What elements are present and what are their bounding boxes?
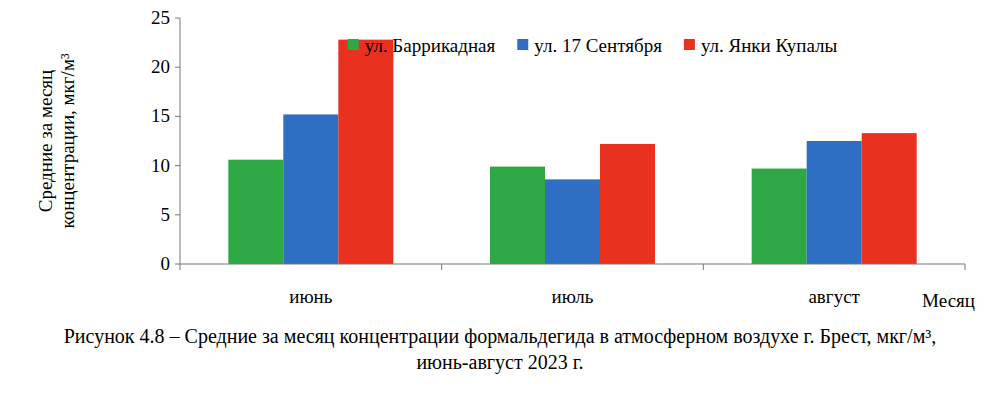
y-tick xyxy=(175,165,180,166)
x-separator xyxy=(965,264,966,270)
y-tick-label: 0 xyxy=(161,253,171,274)
x-separator xyxy=(703,264,704,270)
y-label: Средние за месяцконцентрации, мкг/м³ xyxy=(35,53,78,229)
x-separator xyxy=(180,264,181,270)
y-tick-label: 25 xyxy=(151,7,170,28)
legend-swatch xyxy=(348,39,359,50)
legend-label: ул. Баррикадная xyxy=(365,35,496,56)
x-separator xyxy=(441,264,442,270)
y-tick-label: 15 xyxy=(151,105,170,126)
bar xyxy=(490,167,545,264)
legend-label: ул. 17 Сентября xyxy=(534,35,662,56)
y-tick xyxy=(175,67,180,68)
legend-swatch xyxy=(517,39,528,50)
bar xyxy=(862,133,917,264)
x-tick-label: август xyxy=(808,286,860,307)
bar xyxy=(228,160,283,264)
y-tick xyxy=(175,264,180,265)
x-tick-label: июнь xyxy=(289,286,333,307)
y-tick xyxy=(175,116,180,117)
bar xyxy=(283,114,338,264)
bar xyxy=(338,40,393,264)
y-tick-label: 10 xyxy=(151,155,170,176)
bar xyxy=(545,179,600,264)
x-label: Месяц xyxy=(922,290,975,311)
y-axis xyxy=(180,18,181,264)
chart-root: 0 5 10 15 20 25 июнь июль август Месяц Средние за … xyxy=(0,0,1000,397)
y-tick-label: 20 xyxy=(151,56,170,77)
legend-label: ул. Янки Купалы xyxy=(701,35,838,56)
bar xyxy=(600,144,655,264)
legend-swatch xyxy=(684,39,695,50)
bars xyxy=(228,40,916,264)
x-axis xyxy=(180,264,965,265)
x-tick-label: июль xyxy=(551,286,593,307)
y-tick xyxy=(175,18,180,19)
bar xyxy=(752,169,807,264)
y-tick-label: 5 xyxy=(161,204,171,225)
caption: Рисунок 4.8 – Средние за месяц концентра… xyxy=(64,325,937,374)
bar xyxy=(807,141,862,264)
y-tick xyxy=(175,214,180,215)
legend: ул. Баррикадная ул. 17 Сентября ул. Янки К… xyxy=(348,35,838,56)
